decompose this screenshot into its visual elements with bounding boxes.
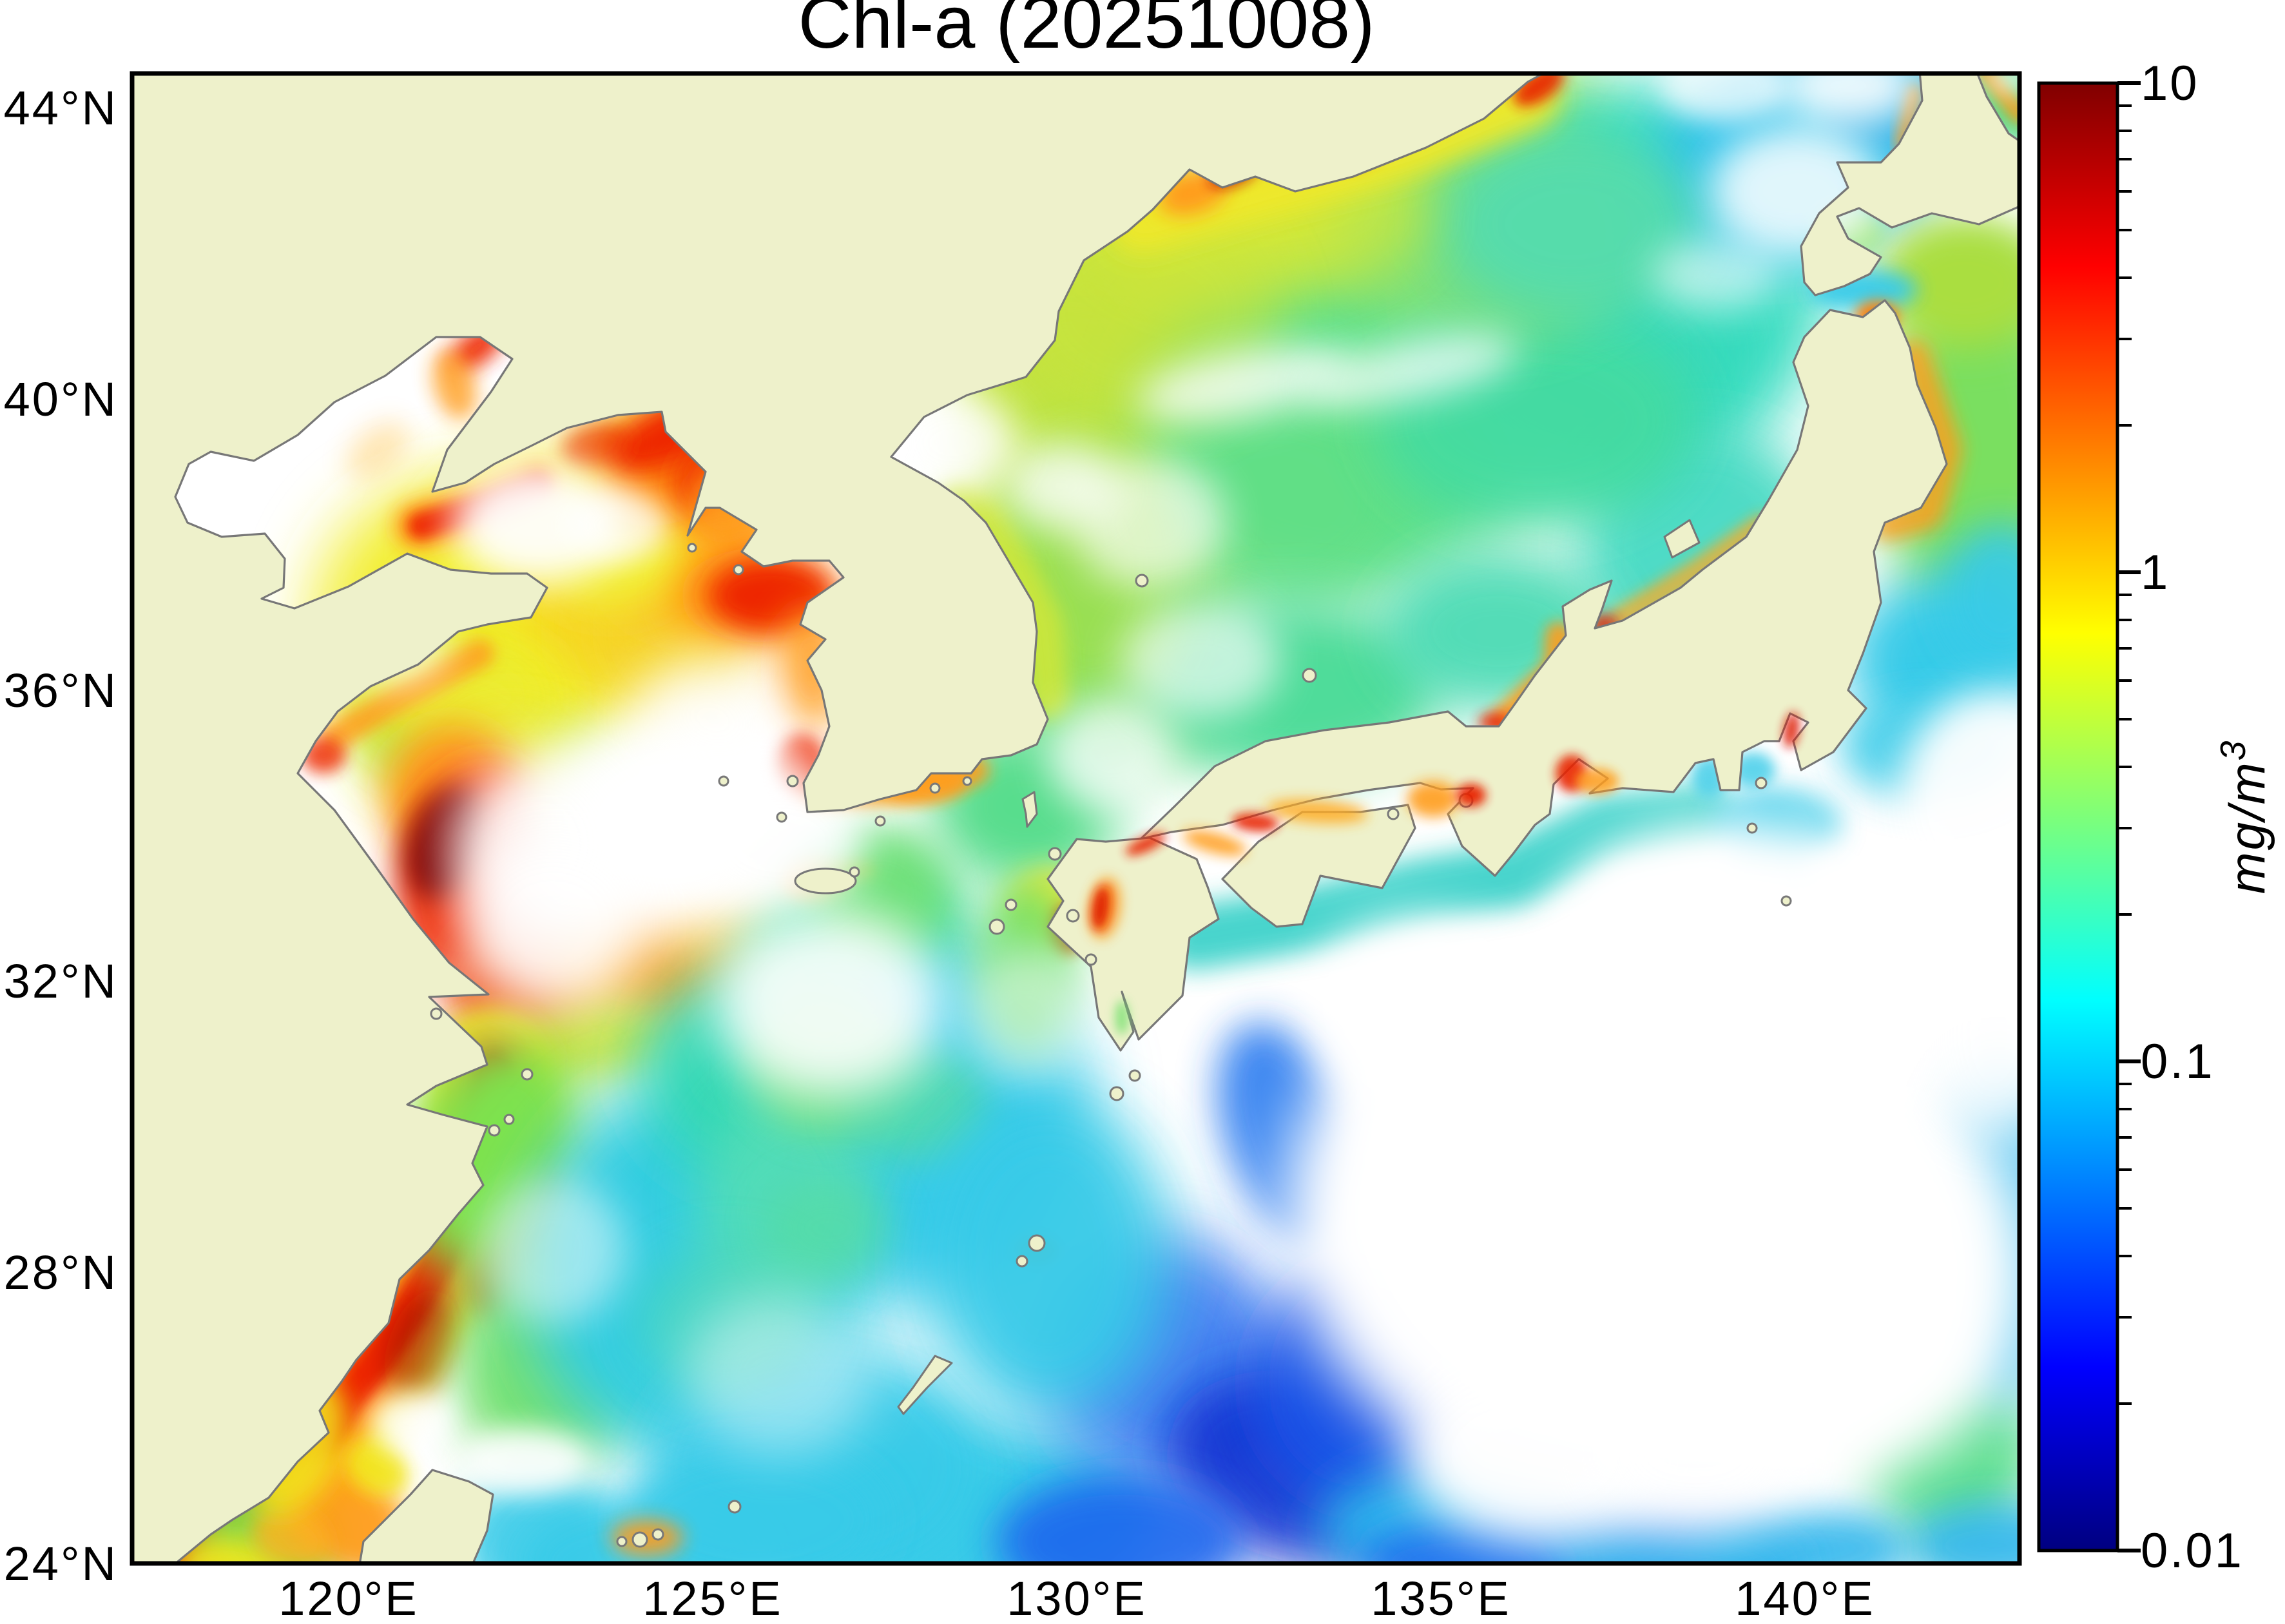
svg-text:40°N: 40°N	[4, 372, 118, 426]
svg-text:1: 1	[2141, 545, 2170, 600]
svg-text:120°E: 120°E	[278, 1572, 418, 1624]
svg-text:140°E: 140°E	[1735, 1572, 1875, 1624]
svg-text:28°N: 28°N	[4, 1246, 118, 1299]
svg-text:mg/m3: mg/m3	[2213, 739, 2275, 894]
svg-text:0.01: 0.01	[2141, 1523, 2244, 1578]
svg-text:130°E: 130°E	[1007, 1572, 1146, 1624]
svg-text:10: 10	[2141, 56, 2199, 111]
svg-text:24°N: 24°N	[4, 1537, 118, 1590]
svg-text:135°E: 135°E	[1371, 1572, 1510, 1624]
svg-text:0.1: 0.1	[2141, 1034, 2215, 1089]
svg-text:44°N: 44°N	[4, 81, 118, 135]
svg-text:125°E: 125°E	[642, 1572, 782, 1624]
svg-text:32°N: 32°N	[4, 954, 118, 1008]
svg-text:Chl-a (20251008): Chl-a (20251008)	[798, 0, 1374, 64]
svg-text:36°N: 36°N	[4, 664, 118, 717]
